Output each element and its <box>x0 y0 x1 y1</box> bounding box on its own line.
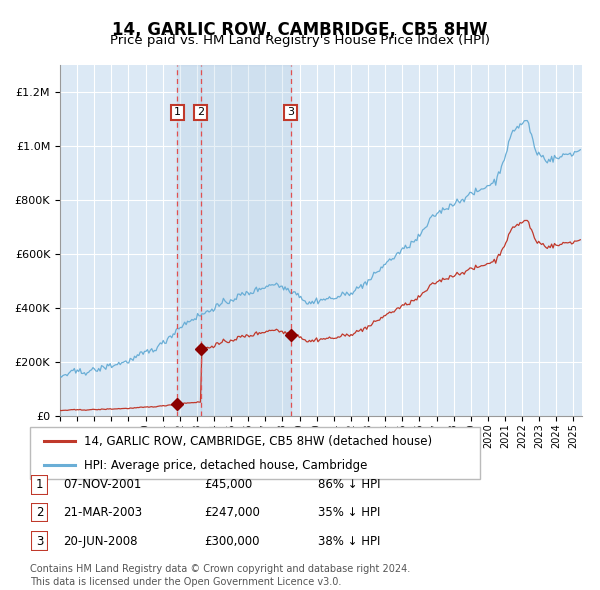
Text: £300,000: £300,000 <box>204 535 260 548</box>
Text: 38% ↓ HPI: 38% ↓ HPI <box>318 535 380 548</box>
Text: £247,000: £247,000 <box>204 506 260 519</box>
Text: 07-NOV-2001: 07-NOV-2001 <box>63 478 142 491</box>
Text: £45,000: £45,000 <box>204 478 252 491</box>
Text: 2: 2 <box>197 107 204 117</box>
Text: 3: 3 <box>287 107 294 117</box>
Text: Price paid vs. HM Land Registry's House Price Index (HPI): Price paid vs. HM Land Registry's House … <box>110 34 490 47</box>
Text: 14, GARLIC ROW, CAMBRIDGE, CB5 8HW: 14, GARLIC ROW, CAMBRIDGE, CB5 8HW <box>112 21 488 39</box>
Text: 3: 3 <box>36 535 43 548</box>
Bar <box>200 65 290 416</box>
Text: 1: 1 <box>36 478 43 491</box>
Text: 14, GARLIC ROW, CAMBRIDGE, CB5 8HW (detached house): 14, GARLIC ROW, CAMBRIDGE, CB5 8HW (deta… <box>84 435 432 448</box>
Text: 35% ↓ HPI: 35% ↓ HPI <box>318 506 380 519</box>
Text: 21-MAR-2003: 21-MAR-2003 <box>63 506 142 519</box>
Text: 1: 1 <box>174 107 181 117</box>
Bar <box>177 65 200 416</box>
Text: Contains HM Land Registry data © Crown copyright and database right 2024.
This d: Contains HM Land Registry data © Crown c… <box>30 564 410 587</box>
Text: 20-JUN-2008: 20-JUN-2008 <box>63 535 137 548</box>
Text: 86% ↓ HPI: 86% ↓ HPI <box>318 478 380 491</box>
Text: 2: 2 <box>36 506 43 519</box>
Text: HPI: Average price, detached house, Cambridge: HPI: Average price, detached house, Camb… <box>84 458 367 471</box>
